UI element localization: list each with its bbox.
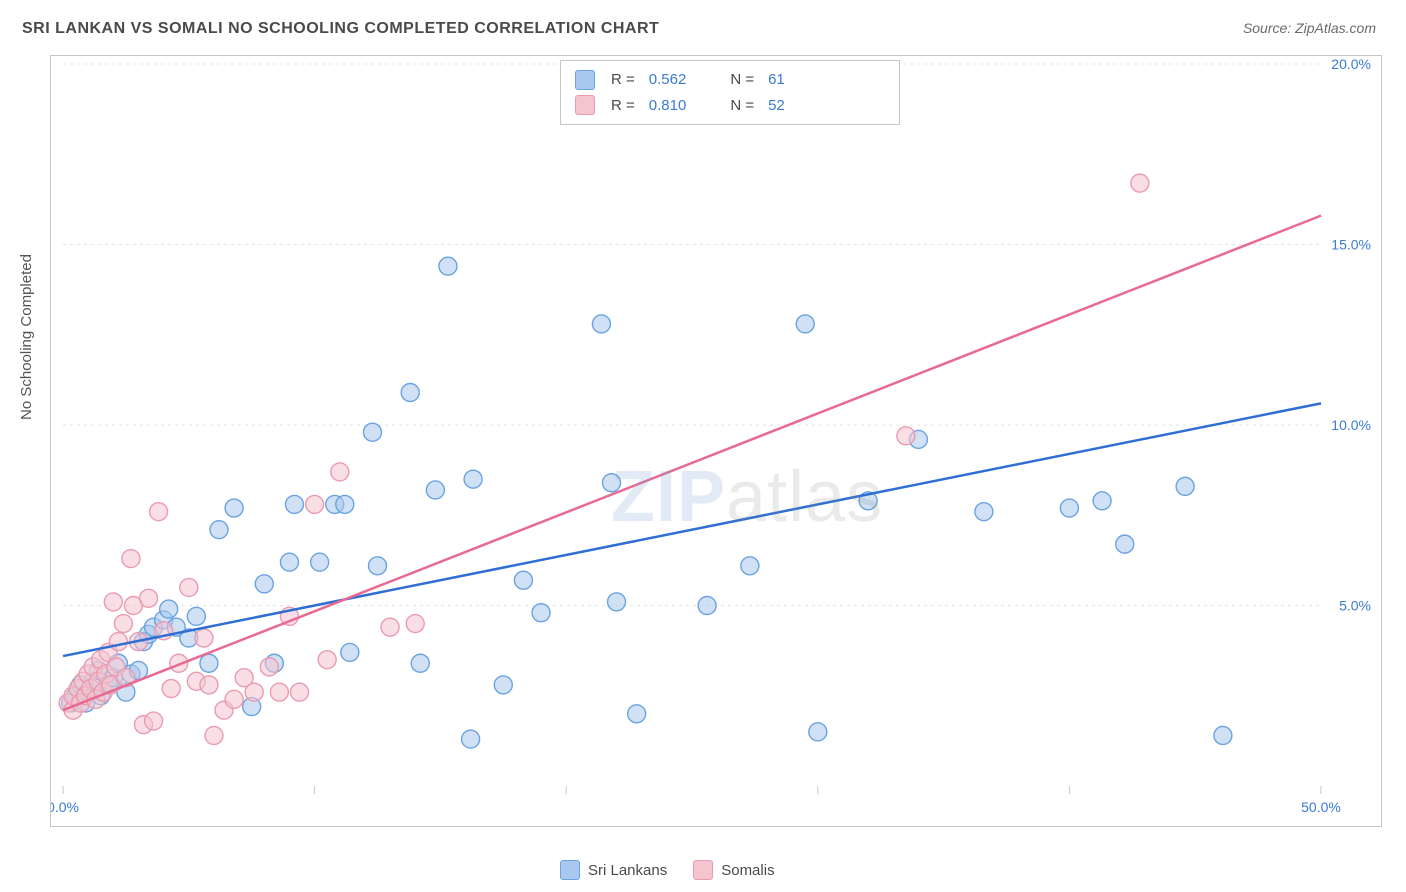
legend-swatch — [693, 860, 713, 880]
legend-r-label: R = — [611, 67, 635, 93]
chart-container: SRI LANKAN VS SOMALI NO SCHOOLING COMPLE… — [0, 0, 1406, 892]
series-legend: Sri Lankans Somalis — [560, 860, 775, 880]
scatter-plot-svg: 5.0% 10.0% 15.0% 20.0% 0.0% 50.0% — [51, 56, 1381, 826]
legend-n-label: N = — [730, 67, 754, 93]
legend-r-label: R = — [611, 93, 635, 119]
legend-swatch — [575, 70, 595, 90]
legend-r-value: 0.562 — [649, 67, 687, 93]
svg-text:0.0%: 0.0% — [51, 799, 79, 815]
svg-text:50.0%: 50.0% — [1301, 799, 1341, 815]
legend-n-label: N = — [730, 93, 754, 119]
svg-text:20.0%: 20.0% — [1331, 56, 1371, 72]
legend-series-name: Sri Lankans — [588, 862, 667, 879]
legend-series-name: Somalis — [721, 862, 774, 879]
legend-r-value: 0.810 — [649, 93, 687, 119]
source-attribution: Source: ZipAtlas.com — [1243, 20, 1376, 36]
legend-top-row: R = 0.562 N = 61 — [575, 67, 885, 93]
legend-swatch — [575, 95, 595, 115]
legend-top-row: R = 0.810 N = 52 — [575, 93, 885, 119]
plot-area: 5.0%10.0%15.0%20.0%0.0%50.0% ZIPatlas — [50, 55, 1382, 827]
legend-bottom-item: Somalis — [693, 860, 774, 880]
title-row: SRI LANKAN VS SOMALI NO SCHOOLING COMPLE… — [22, 20, 1384, 44]
svg-text:10.0%: 10.0% — [1331, 417, 1371, 433]
svg-text:5.0%: 5.0% — [1339, 598, 1371, 614]
legend-n-value: 52 — [768, 93, 785, 119]
legend-n-value: 61 — [768, 67, 785, 93]
legend-bottom-item: Sri Lankans — [560, 860, 667, 880]
y-axis-title: No Schooling Completed — [18, 254, 35, 420]
chart-title: SRI LANKAN VS SOMALI NO SCHOOLING COMPLE… — [22, 20, 659, 37]
svg-text:15.0%: 15.0% — [1331, 237, 1371, 253]
legend-swatch — [560, 860, 580, 880]
correlation-legend: R = 0.562 N = 61 R = 0.810 N = 52 — [560, 60, 900, 125]
